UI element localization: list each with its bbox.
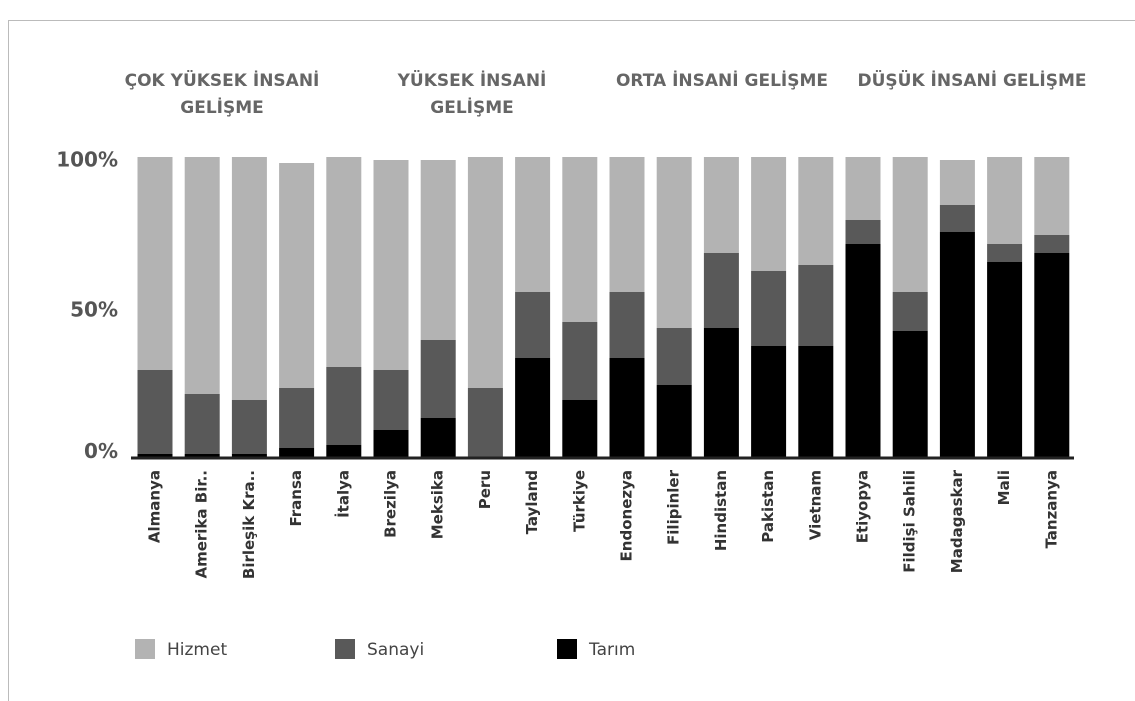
bar-segment	[798, 346, 834, 457]
bar-segment	[373, 370, 409, 430]
bar-segment	[184, 394, 220, 454]
bar-segment	[279, 388, 315, 448]
y-tick-label: 0%	[84, 439, 118, 463]
bar-segment	[562, 157, 598, 322]
x-tick-label: Etiyopya	[854, 470, 872, 543]
x-tick-label: Brezilya	[382, 470, 400, 538]
bar-segment	[1034, 235, 1070, 253]
bar-segment	[939, 160, 975, 205]
bar-segment	[703, 253, 739, 328]
bar-segment	[987, 244, 1023, 262]
x-tick-label: Peru	[476, 470, 494, 509]
bar-segment	[562, 400, 598, 457]
legend-swatch	[557, 639, 577, 659]
x-tick-label: Fildişi Sahili	[901, 470, 919, 573]
x-tick-label: Almanya	[146, 470, 164, 543]
bar-segment	[987, 157, 1023, 244]
x-tick-label: Türkiye	[570, 470, 588, 532]
bar-segment	[326, 367, 362, 445]
bar-segment	[845, 220, 881, 244]
bar-segment	[184, 157, 220, 394]
bar-segment	[562, 322, 598, 400]
bar-segment	[326, 157, 362, 367]
bar-segment	[609, 157, 645, 292]
x-tick-label: Pakistan	[759, 470, 777, 543]
bar-segment	[137, 454, 173, 457]
bar-segment	[656, 385, 692, 457]
group-label: ÇOK YÜKSEK İNSANİ GELİŞME	[124, 71, 320, 118]
bar-segment	[703, 157, 739, 253]
bar-segment	[279, 163, 315, 388]
x-tick-label: Meksika	[429, 470, 447, 539]
bar-segment	[137, 157, 173, 370]
x-tick-label: Tayland	[523, 470, 541, 534]
x-tick-label: Amerika Bir..	[193, 470, 211, 579]
bar-segment	[892, 157, 928, 292]
bar-segment	[515, 358, 551, 457]
bar-segment	[467, 157, 503, 388]
x-tick-label: Mali	[995, 470, 1013, 505]
bar-segment	[373, 160, 409, 370]
group-label: DÜŞÜK İNSANİ GELİŞME	[857, 71, 1087, 91]
y-tick-label: 50%	[70, 297, 118, 321]
bar-segment	[609, 292, 645, 358]
bar-segment	[279, 448, 315, 457]
legend-label: Hizmet	[167, 640, 227, 660]
bar-segment	[326, 445, 362, 457]
bar-segment	[231, 157, 267, 400]
bar-segment	[939, 205, 975, 232]
bar-segment	[231, 454, 267, 457]
bar-segment	[1034, 157, 1070, 235]
bar-segment	[751, 157, 787, 271]
x-tick-label: Birleşik Kra..	[240, 470, 258, 579]
bar-segment	[656, 157, 692, 328]
bar-segment	[892, 331, 928, 457]
bar-segment	[515, 157, 551, 292]
x-tick-label: Endonezya	[618, 470, 636, 561]
x-tick-label: İtalya	[333, 470, 352, 518]
bar-segment	[609, 358, 645, 457]
bar-segment	[892, 292, 928, 331]
bar-segment	[373, 430, 409, 457]
bar-segment	[798, 265, 834, 346]
bar-segment	[987, 262, 1023, 457]
bar-segment	[751, 271, 787, 346]
bar-segment	[231, 400, 267, 454]
bar-segment	[845, 244, 881, 457]
x-tick-label: Tanzanya	[1042, 470, 1060, 549]
bar-segment	[420, 340, 456, 418]
group-label: YÜKSEK İNSANİ GELİŞME	[397, 71, 547, 118]
bar-segment	[467, 388, 503, 457]
bar-segment	[137, 370, 173, 454]
bar-segment	[515, 292, 551, 358]
group-label: ORTA İNSANİ GELİŞME	[615, 71, 829, 91]
bar-segment	[420, 160, 456, 340]
bar-segment	[751, 346, 787, 457]
y-tick-label: 100%	[56, 147, 118, 171]
x-tick-label: Madagaskar	[948, 469, 966, 573]
legend-swatch	[135, 639, 155, 659]
legend-label: Tarım	[588, 640, 635, 660]
bar-segment	[703, 328, 739, 457]
bar-segment	[656, 328, 692, 385]
bar-segment	[845, 157, 881, 220]
x-tick-label: Vietnam	[806, 470, 824, 540]
bar-segment	[939, 232, 975, 457]
legend-swatch	[335, 639, 355, 659]
bar-segment	[184, 454, 220, 457]
x-tick-label: Hindistan	[712, 470, 730, 551]
bar-segment	[798, 157, 834, 265]
bar-segment	[420, 418, 456, 457]
x-tick-label: Filipinler	[665, 469, 683, 545]
legend-label: Sanayi	[367, 640, 424, 660]
bar-segment	[1034, 253, 1070, 457]
x-tick-label: Fransa	[287, 470, 305, 527]
